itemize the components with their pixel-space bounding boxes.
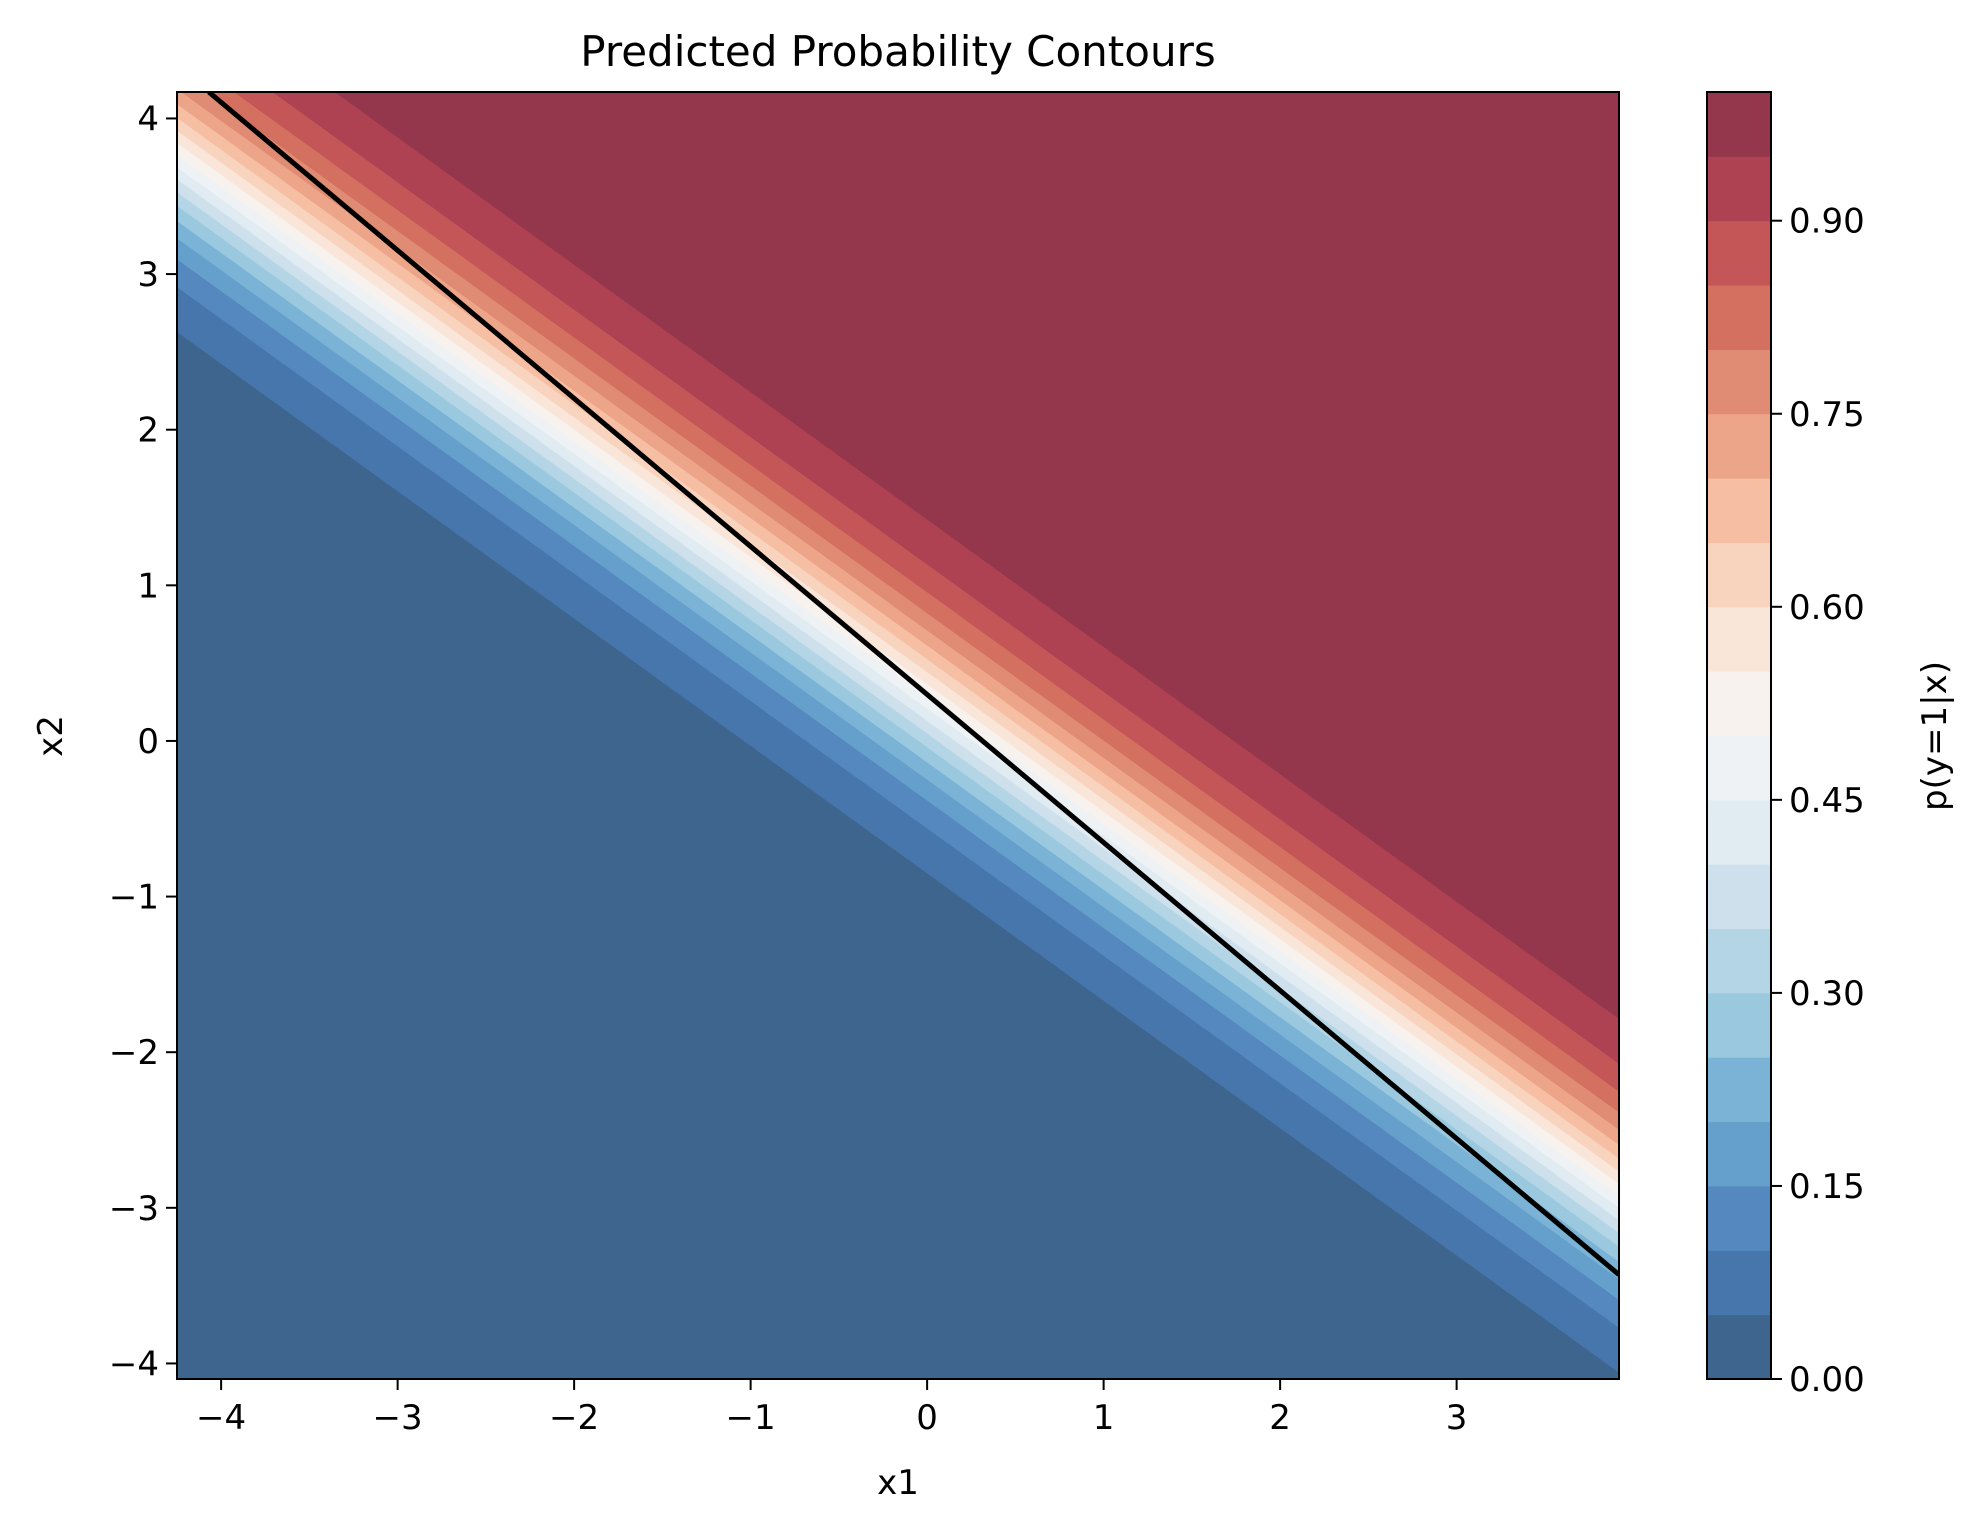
colorbar-band-19 [1707, 92, 1771, 157]
plot-frame [176, 91, 1620, 1380]
colorbar-band-2 [1707, 1185, 1771, 1251]
colorbar-band-3 [1707, 1121, 1771, 1187]
colorbar-tick-label: 0.60 [1789, 588, 1865, 628]
y-axis-label: x2 [31, 715, 71, 757]
colorbar-band-18 [1707, 156, 1771, 222]
contour-band-14 [177, 92, 1619, 1145]
contour-band-15 [181, 92, 1619, 1130]
colorbar-tick-label: 0.30 [1789, 974, 1865, 1014]
contour-band-17 [233, 92, 1619, 1092]
x-axis-label: x1 [877, 1463, 919, 1503]
x-tick-label: 2 [1269, 1398, 1291, 1438]
x-tick-label: 3 [1446, 1398, 1468, 1438]
x-tick-label: −4 [196, 1398, 246, 1438]
colorbar-band-13 [1707, 478, 1771, 543]
y-tick-label: 2 [137, 411, 159, 451]
colorbar: 0.00 0.15 0.30 0.45 0.60 0.75 0.90 p(y=1|x) [1706, 91, 1955, 1400]
colorbar-band-9 [1707, 735, 1771, 801]
chart-title: Predicted Probability Contours [580, 27, 1215, 76]
x-tick-label: 0 [916, 1398, 938, 1438]
colorbar-band-8 [1707, 799, 1771, 865]
colorbar-band-16 [1707, 285, 1771, 350]
colorbar-tick-label: 0.15 [1789, 1167, 1865, 1207]
colorbar-tick-label: 0.45 [1789, 781, 1865, 821]
colorbar-band-7 [1707, 864, 1771, 930]
colorbar-band-4 [1707, 1057, 1771, 1123]
colorbar-band-6 [1707, 928, 1771, 994]
colorbar-tick-label: 0.00 [1789, 1360, 1865, 1400]
colorbar-band-10 [1707, 671, 1771, 736]
colorbar-tick-label: 0.75 [1789, 395, 1865, 435]
colorbar-band-11 [1707, 606, 1771, 672]
contour-band-18 [272, 92, 1619, 1064]
colorbar-band-14 [1707, 413, 1771, 479]
plot-area [176, 91, 1620, 1380]
y-tick-label: −1 [109, 878, 159, 918]
x-tick-label: 1 [1093, 1398, 1115, 1438]
colorbar-band-0 [1707, 1314, 1771, 1380]
y-tick-label: 0 [137, 722, 159, 762]
x-tick-label: −1 [726, 1398, 776, 1438]
colorbar-label: p(y=1|x) [1915, 661, 1955, 811]
y-tick-label: −2 [109, 1033, 159, 1073]
colorbar-bands [1707, 92, 1771, 1380]
colorbar-band-5 [1707, 992, 1771, 1058]
y-tick-label: 3 [137, 255, 159, 295]
y-tick-label: 1 [137, 566, 159, 606]
colorbar-frame [1706, 91, 1772, 1380]
y-tick-label: −4 [109, 1344, 159, 1384]
contour-bands [177, 92, 1619, 1379]
contour-band-19 [334, 92, 1619, 1019]
y-tick-label: 4 [137, 99, 159, 139]
colorbar-band-1 [1707, 1250, 1771, 1316]
colorbar-band-15 [1707, 349, 1771, 415]
contour-band-16 [204, 92, 1619, 1113]
y-tick-label: −3 [109, 1189, 159, 1229]
x-tick-label: −3 [373, 1398, 423, 1438]
colorbar-ticks: 0.00 0.15 0.30 0.45 0.60 0.75 0.90 [1771, 202, 1865, 1400]
x-axis-ticks: −4 −3 −2 −1 0 1 2 3 [196, 1379, 1467, 1438]
colorbar-band-17 [1707, 220, 1771, 286]
x-tick-label: −2 [549, 1398, 599, 1438]
colorbar-band-12 [1707, 542, 1771, 608]
y-axis-ticks: −4 −3 −2 −1 0 1 2 3 4 [109, 99, 177, 1384]
decision-boundary-line [207, 92, 1619, 1277]
colorbar-tick-label: 0.90 [1789, 202, 1865, 242]
